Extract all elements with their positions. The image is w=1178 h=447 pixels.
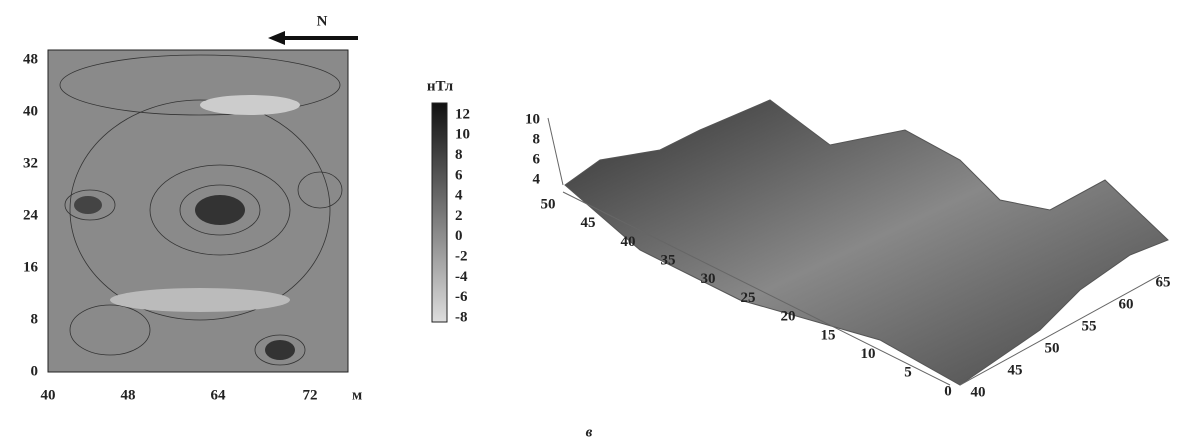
- left-axis-label: 15: [821, 327, 836, 343]
- right-axis-label: 45: [1008, 362, 1023, 378]
- north-arrow-head: [268, 31, 285, 45]
- colorbar-label: 2: [455, 208, 463, 224]
- colorbar-label: 10: [455, 127, 470, 143]
- left-axis-label: 45: [581, 215, 596, 231]
- colorbar-label: 8: [455, 147, 463, 163]
- low-zone: [110, 288, 290, 312]
- y-tick-label: 48: [23, 51, 38, 67]
- right-axis-label: 65: [1156, 274, 1171, 290]
- left-axis-label: 30: [701, 271, 716, 287]
- left-axis-label: 10: [861, 346, 876, 362]
- colorbar-label: -6: [455, 289, 468, 305]
- left-axis-label: 20: [781, 309, 796, 325]
- colorbar-label: -4: [455, 269, 468, 285]
- x-tick-label: 64: [211, 387, 227, 403]
- y-tick-label: 0: [31, 363, 39, 379]
- anomaly: [195, 195, 245, 225]
- y-tick-label: 24: [23, 207, 39, 223]
- left-axis-label: 0: [944, 383, 952, 399]
- colorbar-label: 4: [455, 188, 463, 204]
- colorbar-unit: нТл: [427, 78, 454, 94]
- north-label: N: [317, 13, 328, 29]
- x-unit: м: [352, 387, 362, 403]
- left-axis-label: 50: [541, 196, 556, 212]
- figure: N м нТл в 08162432404840486472121086420-…: [0, 0, 1178, 442]
- colorbar-label: 6: [455, 167, 463, 183]
- colorbar-label: -8: [455, 309, 468, 325]
- y-tick-label: 32: [23, 155, 38, 171]
- colorbar: [432, 103, 447, 322]
- surface: [565, 100, 1168, 385]
- right-axis-label: 60: [1119, 296, 1134, 312]
- y-tick-label: 40: [23, 103, 38, 119]
- y-tick-label: 8: [31, 311, 39, 327]
- low-zone: [200, 95, 300, 115]
- colorbar-label: 12: [455, 106, 470, 122]
- anomaly: [74, 196, 102, 214]
- z-axis: [548, 118, 563, 185]
- right-axis-label: 50: [1045, 340, 1060, 356]
- left-axis-label: 35: [661, 253, 676, 269]
- z-tick-label: 6: [533, 151, 541, 167]
- x-tick-label: 72: [303, 387, 318, 403]
- colorbar-label: -2: [455, 249, 468, 265]
- colorbar-label: 0: [455, 228, 463, 244]
- z-tick-label: 4: [533, 171, 541, 187]
- left-axis-label: 25: [741, 290, 756, 306]
- right-axis-label: 55: [1082, 318, 1097, 334]
- anomaly: [265, 340, 295, 360]
- right-axis-label: 40: [971, 384, 986, 400]
- z-tick-label: 10: [525, 111, 540, 127]
- left-axis-label: 5: [904, 365, 912, 381]
- x-tick-label: 40: [41, 387, 56, 403]
- left-axis-label: 40: [621, 234, 636, 250]
- y-tick-label: 16: [23, 259, 39, 275]
- x-tick-label: 48: [121, 387, 136, 403]
- z-tick-label: 8: [533, 131, 541, 147]
- caption: в: [586, 424, 593, 440]
